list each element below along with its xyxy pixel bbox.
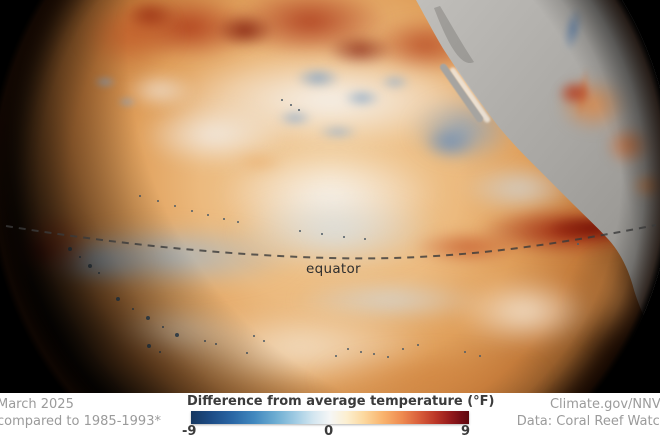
- caption-bar: March 2025 compared to 1985-1993* Differ…: [0, 393, 660, 441]
- baseline-label: compared to 1985-1993*: [0, 414, 161, 429]
- colorbar-tick-mid: 0: [324, 424, 334, 439]
- colorbar-legend: Difference from average temperature (°F)…: [182, 394, 495, 439]
- globe-visualization: equator: [0, 0, 660, 393]
- equator-label: equator: [306, 261, 361, 277]
- earth-globe: [0, 0, 660, 393]
- colorbar-gradient: [191, 411, 469, 424]
- colorbar-title: Difference from average temperature (°F): [187, 394, 495, 409]
- colorbar-ticks: -9 0 9: [182, 425, 470, 439]
- date-block: March 2025 compared to 1985-1993*: [0, 396, 161, 430]
- credit-block: Climate.gov/NNVL Data: Coral Reef Watch: [517, 396, 660, 430]
- equator-line: [5, 224, 657, 260]
- data-credit-label: Data: Coral Reef Watch: [516, 414, 660, 429]
- colorbar-tick-min: -9: [182, 424, 197, 439]
- source-label: Climate.gov/NNVL: [549, 397, 660, 412]
- date-label: March 2025: [0, 397, 74, 412]
- globe-limb-shading: [0, 0, 660, 393]
- colorbar-tick-max: 9: [460, 424, 470, 439]
